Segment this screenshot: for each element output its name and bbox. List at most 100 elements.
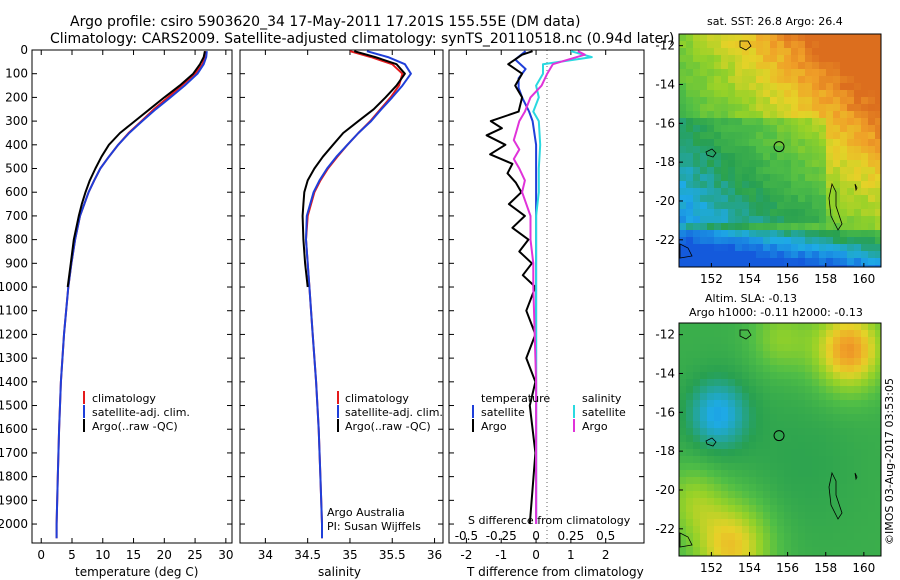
series-line-argo-raw-qc- (66, 51, 206, 288)
map-cell (686, 358, 693, 365)
map-cell (714, 463, 721, 470)
map-cell (679, 258, 686, 265)
map-cell (833, 414, 840, 421)
map-cell (875, 442, 881, 449)
y-tick-label: 1700 (0, 446, 28, 460)
map-cell (742, 202, 749, 209)
map-cell (777, 442, 784, 449)
map-cell (847, 139, 854, 146)
map-cell (868, 118, 875, 125)
legend-label-satellite: satellite-adj. clim. (345, 406, 443, 419)
map-cell (721, 428, 728, 435)
map-cell (812, 195, 819, 202)
map-cell (693, 330, 700, 337)
map-cell (770, 554, 777, 556)
map-cell (840, 83, 847, 90)
map-cell (819, 104, 826, 111)
map-cell (728, 351, 735, 358)
map-cell (728, 69, 735, 76)
map-cell (840, 554, 847, 556)
map-cell (763, 533, 770, 540)
map-cell (721, 258, 728, 265)
map-cell (749, 160, 756, 167)
map-cell (749, 258, 756, 265)
map-cell (861, 414, 868, 421)
map-cell (763, 337, 770, 344)
map-cell (735, 407, 742, 414)
map-cell (805, 62, 812, 69)
map-cell (749, 48, 756, 55)
map-cell (735, 118, 742, 125)
map-cell (791, 337, 798, 344)
map-cell (875, 139, 881, 146)
map-cell (749, 491, 756, 498)
map-cell (693, 83, 700, 90)
map-cell (770, 505, 777, 512)
map-cell (847, 230, 854, 237)
map-cell (847, 372, 854, 379)
map-cell (798, 477, 805, 484)
map-cell (875, 237, 881, 244)
map-cell (798, 223, 805, 230)
map-cell (756, 365, 763, 372)
map-cell (728, 386, 735, 393)
map-cell (805, 533, 812, 540)
map-cell (686, 132, 693, 139)
map-cell (791, 258, 798, 265)
map-cell (791, 139, 798, 146)
map-cell (826, 76, 833, 83)
map-cell (798, 139, 805, 146)
map-x-tick-label: 160 (852, 561, 875, 575)
map-cell (826, 223, 833, 230)
map-cell (798, 379, 805, 386)
coastline-outline (854, 183, 858, 192)
map-cell (798, 540, 805, 547)
map-cell (833, 526, 840, 533)
map-cell (868, 223, 875, 230)
map-cell (756, 351, 763, 358)
map-cell (686, 330, 693, 337)
map-cell (749, 484, 756, 491)
map-cell (728, 216, 735, 223)
map-cell (721, 477, 728, 484)
map-cell (756, 540, 763, 547)
map-cell (735, 365, 742, 372)
map-cell (693, 484, 700, 491)
map-cell (868, 400, 875, 407)
map-cell (735, 344, 742, 351)
map-cell (714, 330, 721, 337)
map-cell (777, 498, 784, 505)
map-cell (707, 351, 714, 358)
map-cell (826, 442, 833, 449)
map-cell (861, 330, 868, 337)
map-cell (875, 146, 881, 153)
map-cell (784, 174, 791, 181)
map-cell (805, 48, 812, 55)
map-cell (679, 209, 686, 216)
map-cell (749, 111, 756, 118)
map-cell (728, 456, 735, 463)
map-cell (861, 463, 868, 470)
map-cell (777, 372, 784, 379)
map-cell (693, 146, 700, 153)
map-cell (805, 421, 812, 428)
map-cell (749, 428, 756, 435)
map-cell (770, 167, 777, 174)
map-cell (756, 209, 763, 216)
map-cell (812, 258, 819, 265)
map-cell (679, 132, 686, 139)
map-cell (861, 407, 868, 414)
map-cell (812, 76, 819, 83)
map-cell (679, 547, 686, 554)
map-cell (756, 372, 763, 379)
map-cell (728, 393, 735, 400)
map-cell (819, 195, 826, 202)
map-cell (847, 323, 854, 330)
map-cell (868, 132, 875, 139)
map-cell (868, 477, 875, 484)
map-cell (763, 69, 770, 76)
map-cell (735, 97, 742, 104)
sst-map-panel: sat. SST: 26.8 Argo: 26.4 152 154 156 158 16… (655, 15, 882, 286)
map-cell (700, 34, 707, 41)
map-cell (847, 505, 854, 512)
